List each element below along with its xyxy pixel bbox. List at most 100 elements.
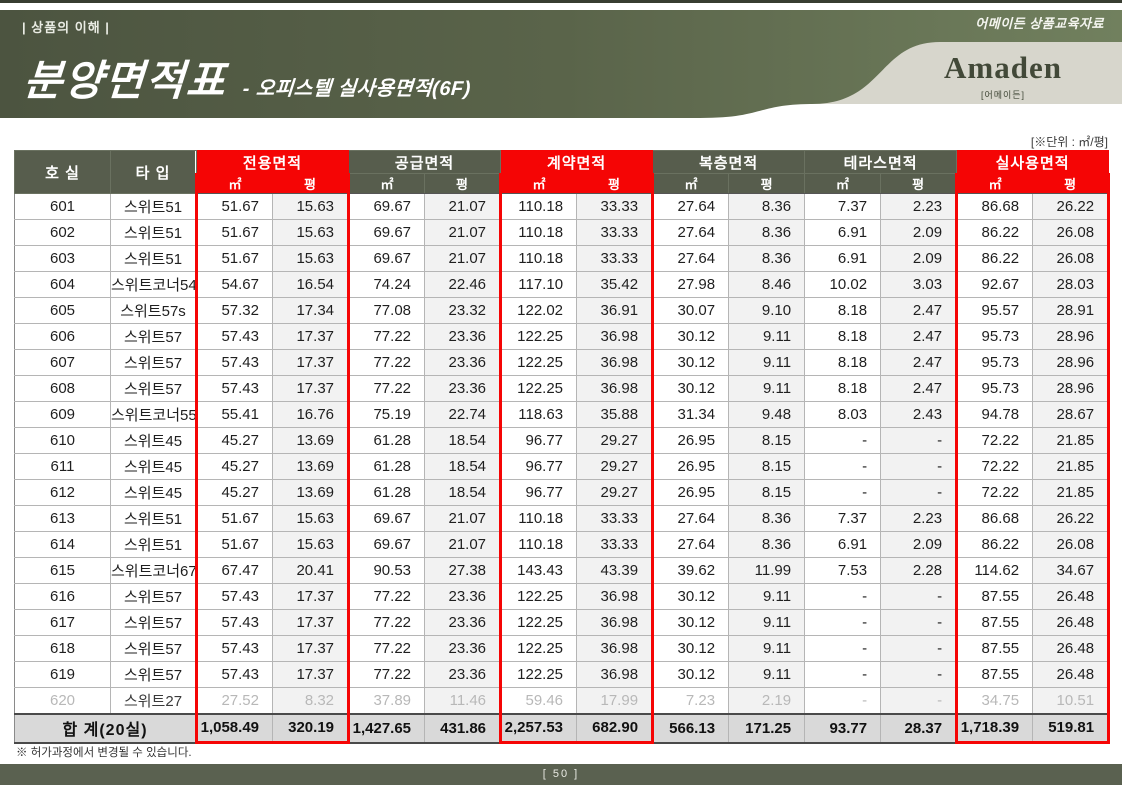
table-row: 613 스위트51 51.67 15.63 69.67 21.07 110.18 33.33 2… bbox=[14, 505, 1111, 532]
table-row: 614 스위트51 51.67 15.63 69.67 21.07 110.18 33.33 2… bbox=[14, 531, 1111, 558]
value-cell: 26.48 bbox=[1032, 661, 1111, 688]
value-cell: 59.46 bbox=[499, 687, 578, 714]
value-cell: 17.37 bbox=[271, 661, 351, 688]
value-cell: 26.48 bbox=[1032, 583, 1111, 610]
value-cell: 9.10 bbox=[728, 297, 806, 324]
table-row: 601 스위트51 51.67 15.63 69.67 21.07 110.18 33.33 2… bbox=[14, 193, 1111, 220]
value-cell: 17.37 bbox=[271, 609, 351, 636]
page-title: 분양면적표 bbox=[22, 57, 229, 104]
value-cell: 6.91 bbox=[804, 245, 882, 272]
table-row: 607 스위트57 57.43 17.37 77.22 23.36 122.25 36.98 3… bbox=[14, 349, 1111, 376]
group-header-5: 실사용면적 bbox=[956, 150, 1110, 174]
value-cell: 6.91 bbox=[804, 219, 882, 246]
value-cell: 7.37 bbox=[804, 505, 882, 532]
value-cell: 122.25 bbox=[499, 635, 578, 662]
value-cell: 28.96 bbox=[1032, 349, 1111, 376]
sub-header-pyeong: 평 bbox=[424, 173, 502, 194]
value-cell: 13.69 bbox=[271, 479, 351, 506]
sub-header-pyeong: 평 bbox=[880, 173, 958, 194]
value-cell: 9.11 bbox=[728, 583, 806, 610]
table-row: 605 스위트57s 57.32 17.34 77.08 23.32 122.02 36.91… bbox=[14, 297, 1111, 324]
group-header-2: 계약면적 bbox=[500, 150, 654, 174]
total-value-cell: 519.81 bbox=[1032, 712, 1111, 744]
value-cell: 110.18 bbox=[499, 505, 578, 532]
value-cell: 110.18 bbox=[499, 531, 578, 558]
value-cell: 35.42 bbox=[576, 271, 655, 298]
value-cell: 51.67 bbox=[195, 531, 273, 558]
value-cell: 2.28 bbox=[880, 557, 958, 584]
value-cell: 21.85 bbox=[1032, 427, 1111, 454]
value-cell: 61.28 bbox=[348, 479, 426, 506]
value-cell: 57.43 bbox=[195, 375, 273, 402]
value-cell: 69.67 bbox=[348, 193, 426, 220]
value-cell: - bbox=[804, 635, 882, 662]
value-cell: - bbox=[804, 687, 882, 714]
value-cell: 10.02 bbox=[804, 271, 882, 298]
value-cell: 61.28 bbox=[348, 427, 426, 454]
value-cell: 2.09 bbox=[880, 219, 958, 246]
value-cell: 57.32 bbox=[195, 297, 273, 324]
sub-header-sqm: ㎡ bbox=[804, 173, 882, 194]
value-cell: 26.95 bbox=[652, 453, 730, 480]
value-cell: 110.18 bbox=[499, 245, 578, 272]
type-cell: 스위트57 bbox=[110, 661, 197, 688]
value-cell: - bbox=[804, 453, 882, 480]
value-cell: 57.43 bbox=[195, 609, 273, 636]
room-cell: 615 bbox=[14, 557, 111, 584]
value-cell: 122.25 bbox=[499, 661, 578, 688]
value-cell: 29.27 bbox=[576, 479, 655, 506]
value-cell: 23.36 bbox=[424, 583, 502, 610]
type-cell: 스위트코너67 bbox=[110, 557, 197, 584]
value-cell: 23.36 bbox=[424, 609, 502, 636]
value-cell: 72.22 bbox=[955, 453, 1034, 480]
value-cell: 15.63 bbox=[271, 245, 351, 272]
value-cell: 61.28 bbox=[348, 453, 426, 480]
unit-note: [※단위 : ㎡/평] bbox=[1030, 135, 1108, 149]
sub-header-sqm: ㎡ bbox=[499, 173, 578, 194]
value-cell: 21.07 bbox=[424, 245, 502, 272]
sub-header-pyeong: 평 bbox=[1032, 173, 1111, 194]
type-cell: 스위트코너54 bbox=[110, 271, 197, 298]
value-cell: 75.19 bbox=[348, 401, 426, 428]
value-cell: 27.38 bbox=[424, 557, 502, 584]
value-cell: 28.03 bbox=[1032, 271, 1111, 298]
room-cell: 616 bbox=[14, 583, 111, 610]
value-cell: 54.67 bbox=[195, 271, 273, 298]
room-cell: 617 bbox=[14, 609, 111, 636]
value-cell: 77.08 bbox=[348, 297, 426, 324]
value-cell: 23.36 bbox=[424, 349, 502, 376]
type-cell: 스위트57 bbox=[110, 323, 197, 350]
value-cell: 30.12 bbox=[652, 349, 730, 376]
header-band-shape bbox=[0, 10, 1122, 118]
value-cell: 96.77 bbox=[499, 479, 578, 506]
value-cell: 23.36 bbox=[424, 635, 502, 662]
sub-header-pyeong: 평 bbox=[576, 173, 655, 194]
value-cell: 30.12 bbox=[652, 375, 730, 402]
total-value-cell: 171.25 bbox=[728, 712, 806, 744]
value-cell: 18.54 bbox=[424, 453, 502, 480]
group-header-0: 전용면적 bbox=[195, 150, 350, 174]
value-cell: 35.88 bbox=[576, 401, 655, 428]
total-value-cell: 93.77 bbox=[804, 712, 882, 744]
group-header-4: 테라스면적 bbox=[804, 150, 958, 174]
room-cell: 607 bbox=[14, 349, 111, 376]
value-cell: 26.08 bbox=[1032, 219, 1111, 246]
value-cell: 30.12 bbox=[652, 583, 730, 610]
value-cell: 45.27 bbox=[195, 479, 273, 506]
value-cell: 77.22 bbox=[348, 375, 426, 402]
value-cell: 30.12 bbox=[652, 609, 730, 636]
breadcrumb: | 상품의 이해 | bbox=[22, 20, 110, 35]
value-cell: - bbox=[880, 479, 958, 506]
value-cell: 69.67 bbox=[348, 531, 426, 558]
table-row: 610 스위트45 45.27 13.69 61.28 18.54 96.77 29.27 26… bbox=[14, 427, 1111, 454]
value-cell: - bbox=[880, 453, 958, 480]
value-cell: - bbox=[804, 427, 882, 454]
value-cell: 6.91 bbox=[804, 531, 882, 558]
title-row: 분양면적표 - 오피스텔 실사용면적(6F) bbox=[22, 47, 472, 108]
brand-curve-shape bbox=[812, 42, 1122, 104]
group-header-1: 공급면적 bbox=[348, 150, 502, 174]
value-cell: 36.98 bbox=[576, 609, 655, 636]
value-cell: 87.55 bbox=[955, 583, 1034, 610]
total-value-cell: 2,257.53 bbox=[499, 712, 578, 744]
value-cell: 15.63 bbox=[271, 193, 351, 220]
